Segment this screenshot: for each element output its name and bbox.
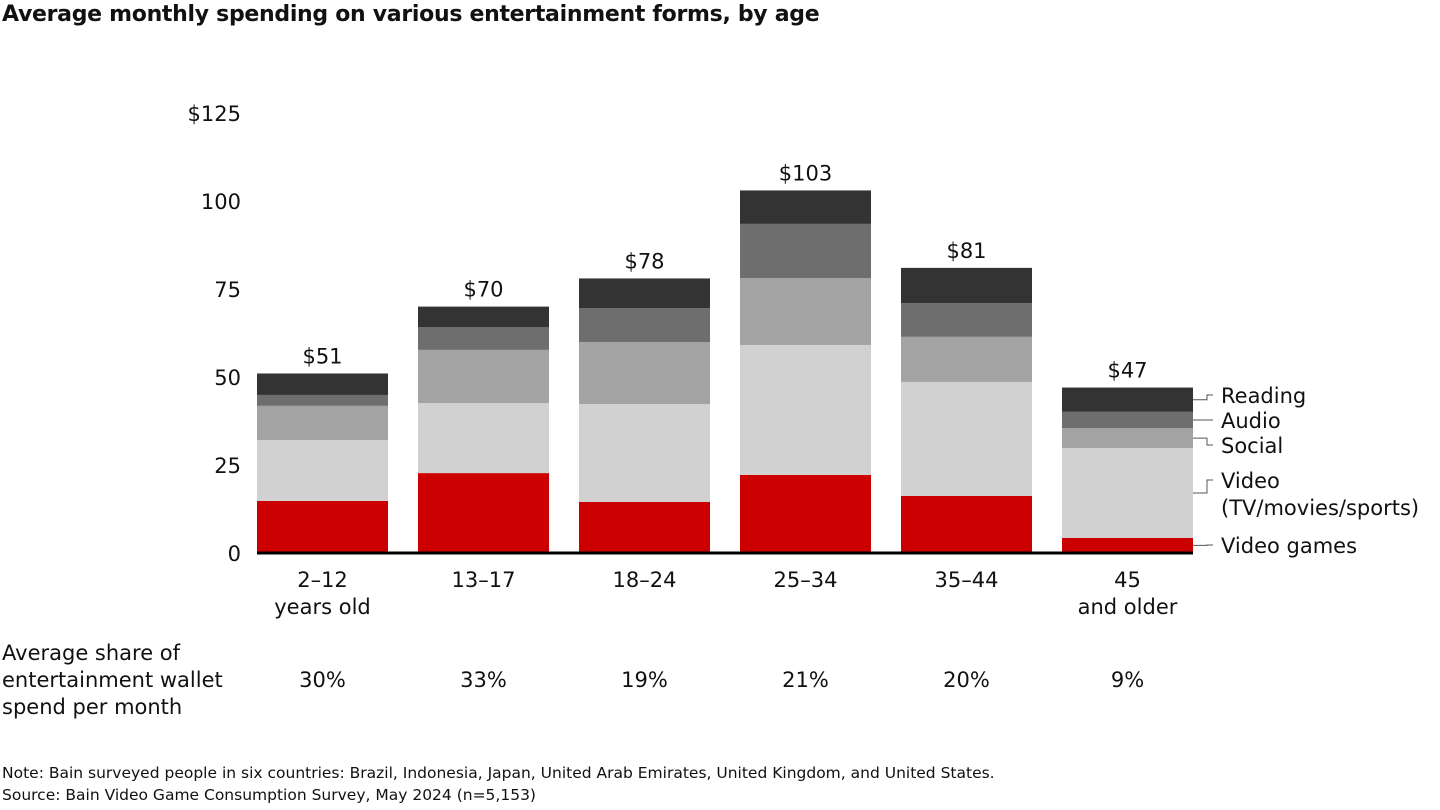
x-tick-label: 35–44: [935, 568, 999, 592]
bar-total-label: $70: [463, 278, 503, 302]
y-tick-label: 0: [228, 542, 241, 566]
bar-segment-social: [418, 349, 549, 404]
bar-segment-video-games: [418, 473, 549, 553]
legend-label: Video: [1221, 469, 1280, 493]
y-tick-label: 50: [214, 366, 241, 390]
bar-segment-video-tv-movies-sports-: [257, 440, 388, 501]
bar-segment-reading: [579, 278, 710, 309]
bar-segment-audio: [257, 394, 388, 406]
bar-total-label: $51: [302, 344, 342, 368]
legend-label: (TV/movies/sports): [1221, 496, 1419, 520]
bar-segment-video-tv-movies-sports-: [901, 381, 1032, 496]
bar-segment-video-tv-movies-sports-: [418, 403, 549, 474]
bar-segment-video-tv-movies-sports-: [1062, 448, 1193, 538]
x-tick-label: 25–34: [774, 568, 838, 592]
legend-leader-line: [1193, 437, 1213, 446]
y-tick-label: 100: [201, 190, 241, 214]
chart-title: Average monthly spending on various ente…: [2, 2, 820, 27]
share-label-line: entertainment wallet: [2, 668, 223, 692]
bar-segment-audio: [740, 223, 871, 279]
y-tick-label: $125: [188, 102, 241, 126]
share-label-line: spend per month: [2, 695, 183, 719]
bar-segment-reading: [1062, 387, 1193, 412]
bar-segment-video-games: [740, 474, 871, 553]
bar-segment-reading: [740, 190, 871, 224]
x-tick-label: 13–17: [452, 568, 516, 592]
bar-segment-social: [579, 342, 710, 405]
bar-segment-social: [901, 336, 1032, 382]
share-label-line: Average share of: [2, 641, 181, 665]
bar-segment-social: [257, 405, 388, 441]
legend-label: Reading: [1221, 384, 1306, 408]
share-value: 33%: [460, 668, 507, 692]
bar-segment-video-tv-movies-sports-: [579, 404, 710, 502]
bar-total-label: $81: [946, 239, 986, 263]
share-row-label: Average share of entertainment wallet sp…: [2, 640, 223, 721]
share-value: 21%: [782, 668, 829, 692]
x-tick-label: 45: [1114, 568, 1141, 592]
y-tick-label: 75: [214, 278, 241, 302]
bar-segment-social: [740, 278, 871, 345]
bar-total-label: $103: [779, 161, 832, 185]
x-tick-label: 18–24: [613, 568, 677, 592]
bar-segment-social: [1062, 428, 1193, 449]
legend-label: Audio: [1221, 409, 1281, 433]
legend-label: Video games: [1221, 534, 1357, 558]
legend-leader-line: [1193, 479, 1213, 494]
share-value: 19%: [621, 668, 668, 692]
note-text: Note: Bain surveyed people in six countr…: [2, 764, 995, 782]
bar-segment-video-games: [257, 500, 388, 553]
legend-leader-line: [1193, 394, 1213, 401]
bar-segment-video-tv-movies-sports-: [740, 344, 871, 475]
x-tick-label: and older: [1078, 595, 1178, 619]
x-tick-label: years old: [274, 595, 370, 619]
legend-label: Social: [1221, 434, 1283, 458]
source-text: Source: Bain Video Game Consumption Surv…: [2, 786, 536, 804]
share-value: 30%: [299, 668, 346, 692]
bar-segment-video-games: [901, 495, 1032, 553]
share-value: 9%: [1111, 668, 1144, 692]
bar-segment-video-games: [579, 501, 710, 553]
bar-segment-audio: [579, 308, 710, 343]
bar-segment-audio: [901, 303, 1032, 337]
bar-segment-audio: [1062, 411, 1193, 429]
bar-total-label: $78: [624, 249, 664, 273]
bar-segment-reading: [257, 373, 388, 395]
bar-segment-reading: [418, 306, 549, 328]
y-tick-label: 25: [214, 454, 241, 478]
bar-total-label: $47: [1107, 359, 1147, 383]
x-tick-label: 2–12: [297, 568, 348, 592]
bar-segment-video-games: [1062, 537, 1193, 553]
bar-segment-audio: [418, 327, 549, 350]
bar-segment-reading: [901, 267, 1032, 304]
share-value: 20%: [943, 668, 990, 692]
